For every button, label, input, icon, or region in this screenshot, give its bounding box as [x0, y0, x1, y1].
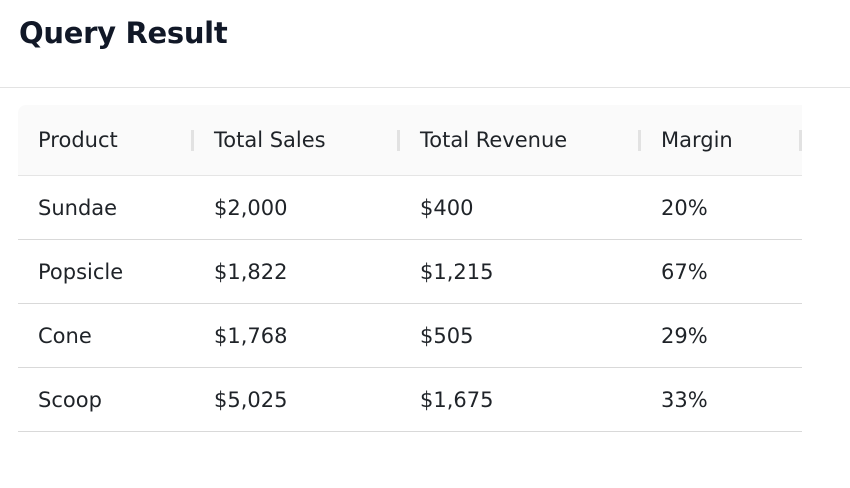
table-row: Scoop $5,025 $1,675 33% [18, 367, 802, 432]
header-row: Product Total Sales Total Revenue Margin [18, 105, 802, 176]
table-cell: Popsicle [18, 239, 194, 304]
table-cell: 67% [641, 239, 802, 304]
page-title: Query Result [19, 16, 228, 50]
table-row: Popsicle $1,822 $1,215 67% [18, 239, 802, 304]
table-row: Cone $1,768 $505 29% [18, 303, 802, 368]
column-header[interactable]: Total Revenue [400, 105, 641, 176]
table-cell: $1,215 [400, 239, 641, 304]
table-cell: $2,000 [194, 175, 400, 240]
table-cell: $1,822 [194, 239, 400, 304]
table-cell: Sundae [18, 175, 194, 240]
divider [0, 87, 850, 88]
table-row: Sundae $2,000 $400 20% [18, 175, 802, 240]
table-cell: $1,768 [194, 303, 400, 368]
table-cell: $505 [400, 303, 641, 368]
table-cell: 29% [641, 303, 802, 368]
table-cell: Cone [18, 303, 194, 368]
table-cell: Scoop [18, 367, 194, 432]
table-cell: $5,025 [194, 367, 400, 432]
table-cell: 33% [641, 367, 802, 432]
column-header[interactable]: Margin [641, 105, 802, 176]
column-header[interactable]: Total Sales [194, 105, 400, 176]
table-body: Sundae $2,000 $400 20% Popsicle $1,822 $1,215 6… [18, 175, 802, 432]
table-cell: $400 [400, 175, 641, 240]
result-table: Product Total Sales Total Revenue Margin Su… [18, 105, 802, 432]
table-cell: 20% [641, 175, 802, 240]
table-cell: $1,675 [400, 367, 641, 432]
column-header[interactable]: Product [18, 105, 194, 176]
